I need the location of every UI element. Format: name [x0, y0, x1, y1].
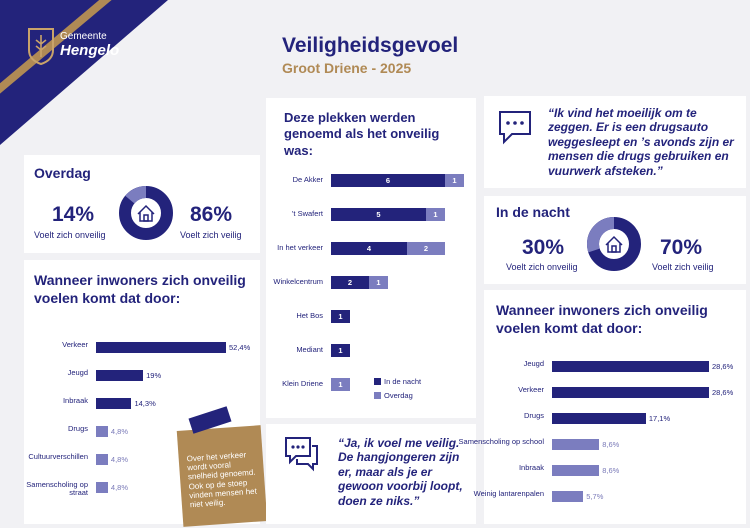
night-unsafe-pct: 30% [522, 236, 565, 259]
places-category-label: 't Swafert [291, 209, 323, 218]
causes_day-category-label: Inbraak [62, 396, 88, 405]
day-summary-card: Overdag 14% Voelt zich onveilig 86% Voel… [24, 155, 260, 253]
places-bar-segment: 2 [407, 242, 445, 255]
places-legend-label: Overdag [384, 391, 413, 400]
night-unsafe-segment [587, 217, 615, 253]
places-legend-label: In de nacht [384, 377, 422, 386]
causes_night-value-label: 5,7% [586, 492, 604, 501]
logo-city-line1: Gemeente [60, 31, 107, 42]
causes-night-heading: Wanneer inwoners zich onveilig voelen ko… [496, 302, 708, 336]
day-safe-label: Voelt zich veilig [180, 230, 242, 240]
causes_night-value-label: 17,1% [648, 414, 671, 423]
places-bar-segment: 1 [331, 344, 350, 357]
places-bar-segment: 6 [331, 174, 445, 187]
speech-bubble-icon [499, 111, 531, 145]
causes_day-bar [96, 426, 108, 437]
quote-bottom-text: “Ja, ik voel me veilig. De hangjongeren … [338, 436, 463, 508]
night-safe-label: Voelt zich veilig [652, 262, 714, 272]
causes-day-card: Wanneer inwoners zich onveilig voelen ko… [24, 260, 260, 524]
day-unsafe-label: Voelt zich onveilig [34, 230, 106, 240]
causes_night-value-label: 28,6% [712, 388, 734, 397]
causes_day-value-label: 4,8% [110, 483, 129, 492]
causes_night-bar [552, 387, 709, 398]
causes_day-category-label: Drugs [67, 424, 88, 433]
causes_night-bar [552, 361, 709, 372]
night-donut-chart [587, 217, 641, 271]
traffic-note: Over het verkeer wordt vooral snelheid g… [176, 425, 268, 527]
causes_day-bar [96, 398, 132, 409]
house-icon [137, 204, 155, 222]
night-heading: In de nacht [496, 204, 570, 220]
causes_day-value-label: 4,8% [110, 427, 129, 436]
causes_night-category-label: Verkeer [518, 385, 544, 394]
places-bar-segment: 1 [445, 174, 464, 187]
causes_night-category-label: Jeugd [523, 359, 544, 368]
causes_day-bar [96, 454, 108, 465]
causes_day-category-label: Verkeer [62, 340, 88, 349]
places-bar-segment: 1 [426, 208, 445, 221]
places-category-label: Winkelcentrum [273, 277, 323, 286]
causes_day-category-label: Samenscholing op straat [26, 480, 88, 498]
places-bar-segment: 1 [369, 276, 388, 289]
night-unsafe-label: Voelt zich onveilig [506, 262, 578, 272]
quote-top-card: “Ik vind het moeilijk om te zeggen. Er i… [484, 96, 746, 188]
quote-top-text: “Ik vind het moeilijk om te zeggen. Er i… [548, 106, 734, 178]
causes_night-value-label: 28,6% [712, 362, 734, 371]
places-bar-segment: 1 [331, 378, 350, 391]
causes_day-bar [96, 370, 144, 381]
places-category-label: Klein Driene [282, 379, 323, 388]
page-subtitle: Groot Driene - 2025 [282, 60, 412, 76]
causes_day-category-label: Cultuurverschillen [28, 452, 88, 461]
night-summary-card: In de nacht 30% Voelt zich onveilig 70% … [484, 196, 746, 284]
page-title: Veiligheidsgevoel [282, 34, 459, 57]
day-unsafe-pct: 14% [52, 203, 95, 226]
causes_day-value-label: 52,4% [229, 343, 251, 352]
causes_night-bar [552, 491, 584, 502]
places-category-label: Mediant [296, 345, 323, 354]
hengelo-crest-icon [28, 28, 54, 66]
night-safe-pct: 70% [660, 236, 703, 259]
places-heading: Deze plekken werden genoemd als het onve… [284, 110, 440, 158]
day-unsafe-segment [125, 186, 147, 204]
causes_day-value-label: 4,8% [110, 455, 129, 464]
causes_night-category-label: Drugs [523, 411, 544, 420]
logo-city-line2: Hengelo [60, 42, 120, 59]
places-bar-segment: 4 [331, 242, 407, 255]
speech-bubble-icon [285, 437, 318, 472]
causes_night-value-label: 8,6% [602, 466, 620, 475]
day-heading: Overdag [34, 165, 91, 181]
causes_night-bar [552, 413, 646, 424]
places-legend-swatch [374, 392, 381, 399]
causes_night-bar [552, 465, 600, 476]
causes_night-category-label: Samenscholing op school [458, 437, 544, 446]
causes_night-category-label: Inbraak [518, 463, 544, 472]
causes_day-bar [96, 482, 108, 493]
places-card: Deze plekken werden genoemd als het onve… [266, 98, 476, 418]
house-icon [605, 235, 623, 253]
places-legend-swatch [374, 378, 381, 385]
places-bar-segment: 5 [331, 208, 426, 221]
quote-bottom-card: “Ja, ik voel me veilig. De hangjongeren … [266, 424, 476, 524]
day-donut-chart [119, 186, 173, 240]
causes-night-card: Wanneer inwoners zich onveilig voelen ko… [484, 290, 746, 524]
causes_day-bar [96, 342, 226, 353]
places-bar-segment: 1 [331, 310, 350, 323]
causes_night-value-label: 8,6% [602, 440, 620, 449]
causes_day-value-label: 19% [146, 371, 162, 380]
causes_day-category-label: Jeugd [67, 368, 88, 377]
places-bar-segment: 2 [331, 276, 369, 289]
causes_day-value-label: 14,3% [134, 399, 156, 408]
causes_night-bar [552, 439, 600, 450]
places-category-label: In het verkeer [277, 243, 323, 252]
places-category-label: Het Bos [296, 311, 323, 320]
day-safe-pct: 86% [190, 203, 233, 226]
places-category-label: De Akker [292, 175, 323, 184]
causes-day-heading: Wanneer inwoners zich onveilig voelen ko… [34, 272, 246, 306]
causes_night-category-label: Weinig lantarenpalen [473, 489, 544, 498]
